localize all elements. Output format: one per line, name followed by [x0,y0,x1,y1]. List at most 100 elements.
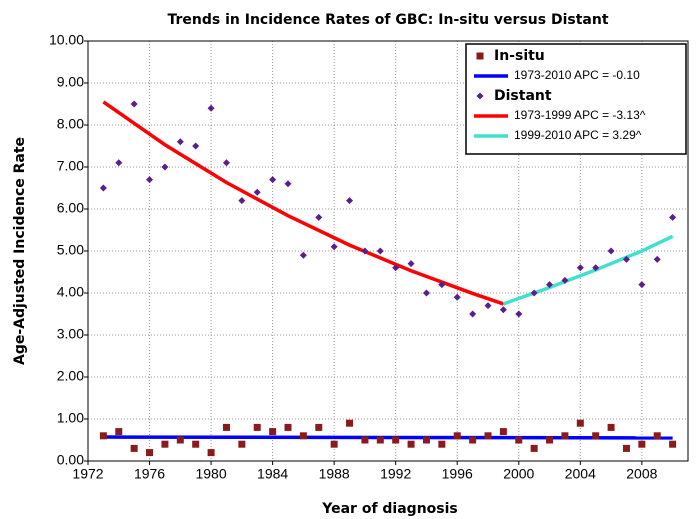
plot-frame [87,40,689,462]
point [284,180,292,188]
point [192,440,200,448]
point [561,432,569,440]
point [299,251,307,259]
point [484,432,492,440]
point [638,281,646,289]
legend-label: In-situ [494,48,545,64]
point [346,419,354,427]
point [392,436,400,444]
point [499,306,507,314]
point [622,255,630,263]
y-tick-label: 4.00 [57,284,84,300]
point [299,432,307,440]
point [130,444,138,452]
point [315,423,323,431]
point [176,436,184,444]
point [669,213,677,221]
y-tick-label: 3.00 [57,326,84,342]
legend-swatch [476,52,484,60]
point [499,428,507,436]
point [269,176,277,184]
point [546,436,554,444]
point [407,260,415,268]
point [115,428,123,436]
point [238,440,246,448]
y-tick-label: 8.00 [57,116,84,132]
legend-label: 1999-2010 APC = 3.29^ [514,128,642,142]
point [222,423,230,431]
point [546,281,554,289]
point [576,419,584,427]
x-tick-label: 1972 [72,466,103,482]
point [376,247,384,255]
point [376,436,384,444]
legend: In-situ 1973-2010 APC = -0.10 Distant 1973-… [465,43,687,155]
x-tick-label: 2000 [503,466,534,482]
point [392,264,400,272]
point [361,436,369,444]
point [146,449,154,457]
point [130,100,138,108]
point [161,163,169,171]
point [222,159,230,167]
point [592,264,600,272]
point [330,243,338,251]
y-tick-label: 0.00 [57,452,84,468]
point [253,423,261,431]
x-tick-label: 1988 [319,466,350,482]
point [607,247,615,255]
legend-label: 1973-1999 APC = -3.13^ [514,108,646,122]
x-tick-label: 1996 [442,466,473,482]
trend-line [103,435,673,440]
point [453,293,461,301]
point [561,276,569,284]
point [530,444,538,452]
point [638,440,646,448]
point [330,440,338,448]
y-axis-label: Age-Adjusted Incidence Rate [12,137,28,365]
point [622,444,630,452]
point [576,264,584,272]
y-tick-label: 1.00 [57,410,84,426]
point [346,197,354,205]
point [253,188,261,196]
y-tick-label: 5.00 [57,242,84,258]
point [653,255,661,263]
point [422,289,430,297]
point [469,436,477,444]
x-axis-label: Year of diagnosis [321,501,458,517]
x-tick-label: 2004 [565,466,596,482]
point [238,197,246,205]
trend-line [502,234,674,306]
point [422,436,430,444]
point [484,302,492,310]
x-tick-label: 1992 [380,466,411,482]
point [407,440,415,448]
y-tick-label: 7.00 [57,158,84,174]
chart-title: Trends in Incidence Rates of GBC: In-sit… [167,12,608,28]
point [146,176,154,184]
x-tick-label: 1980 [195,466,226,482]
point [469,310,477,318]
point [161,440,169,448]
point [530,289,538,297]
legend-label: Distant [494,88,552,104]
point [192,142,200,150]
point [99,432,107,440]
y-tick-label: 6.00 [57,200,84,216]
point [207,104,215,112]
y-tick-label: 2.00 [57,368,84,384]
trend-line [102,100,504,306]
point [607,423,615,431]
legend-label: 1973-2010 APC = -0.10 [514,68,640,82]
y-tick-label: 10.00 [49,32,84,48]
point [653,432,661,440]
point [207,449,215,457]
point [453,432,461,440]
point [361,247,369,255]
y-tick-label: 9.00 [57,74,84,90]
point [269,428,277,436]
point [176,138,184,146]
point [438,281,446,289]
